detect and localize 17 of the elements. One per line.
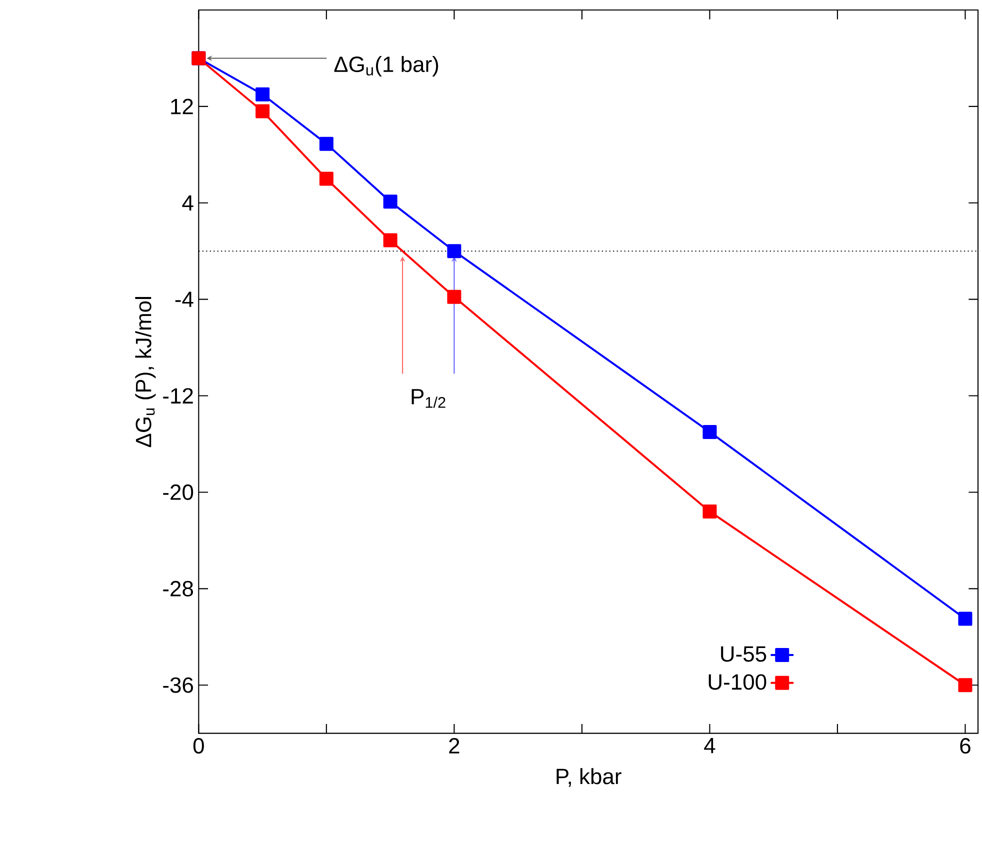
x-tick-label: 2 (449, 738, 460, 754)
y-tick-label: -4 (175, 292, 194, 307)
legend-label: U-100 (708, 674, 766, 690)
annotation: P$_{1/2}$ (412, 389, 446, 408)
y-tick-label: -12 (163, 388, 193, 404)
x-axis-title: P, kbar (556, 768, 622, 787)
y-tick-label: -36 (163, 677, 193, 693)
y-axis-title: ΔG$_{u}$ (P), kJ/mol (135, 297, 156, 448)
y-tick-label: 12 (171, 98, 193, 114)
y-tick-label: -20 (163, 484, 194, 500)
annotation: ΔG$_{u}$(1 bar) (334, 56, 438, 76)
x-tick-label: 0 (193, 738, 204, 754)
x-tick-label: 6 (960, 738, 970, 754)
legend-label: U-55 (721, 646, 766, 662)
y-tick-label: -28 (163, 580, 193, 596)
y-tick-label: 4 (182, 195, 194, 210)
x-tick-label: 4 (704, 738, 716, 754)
